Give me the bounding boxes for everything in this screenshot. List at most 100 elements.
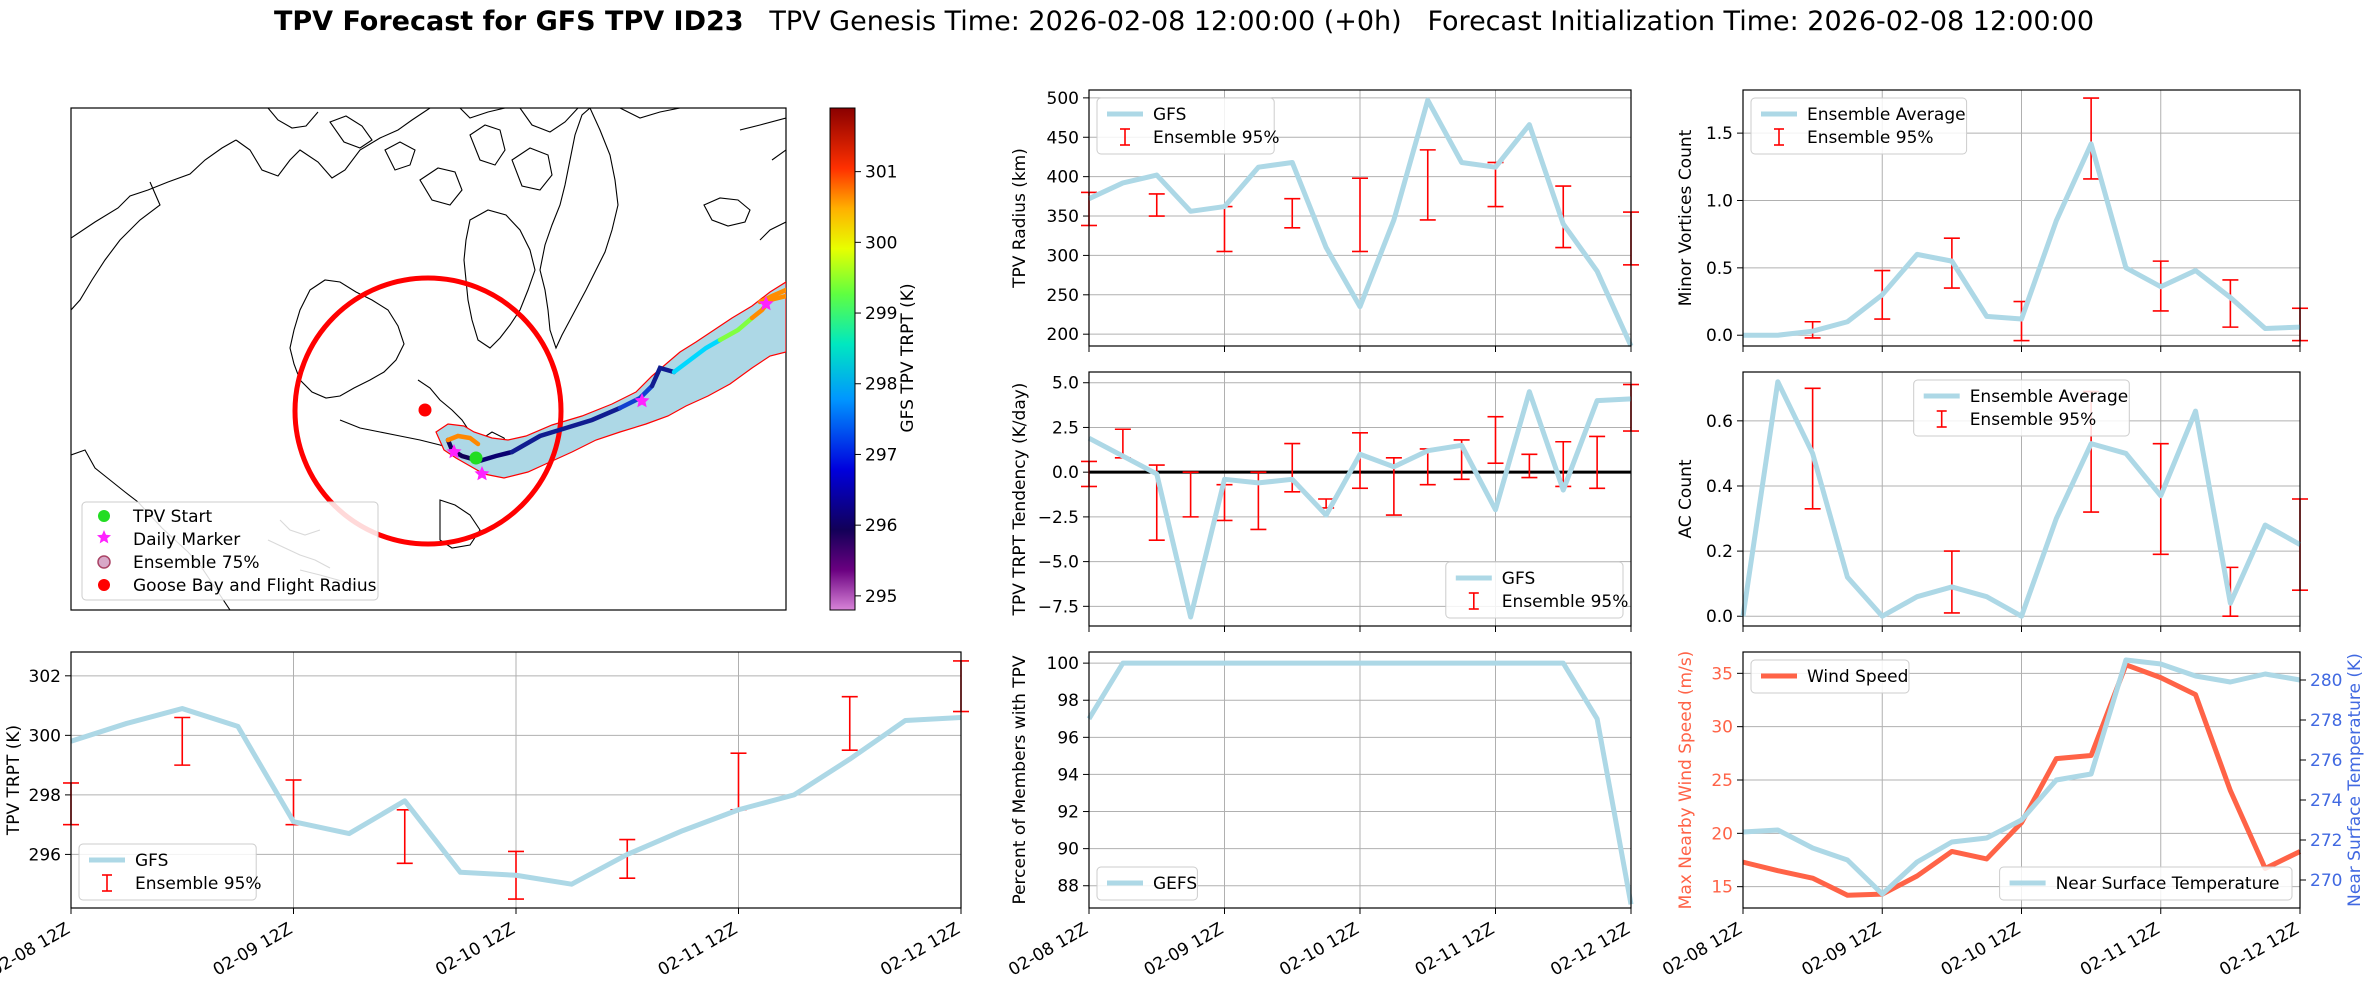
x-tick-label: 02-10 12Z: [1276, 919, 1362, 980]
legend-label: Wind Speed: [1807, 667, 1908, 687]
figure-title: TPV Forecast for GFS TPV ID23 TPV Genesi…: [0, 6, 2368, 42]
legend-label: GFS: [1502, 569, 1535, 589]
y-tick-label: 0.5: [1706, 259, 1733, 279]
y-tick-label: 30: [1711, 718, 1733, 738]
legend: GFS Ensemble 95%: [1445, 561, 1629, 619]
colorbar: 295 296 297 298 299 300 301 GFS TPV TRPT (K): [829, 107, 918, 611]
y-right-tick-label: 274: [2310, 791, 2342, 811]
legend-label: Near Surface Temperature: [2056, 874, 2280, 894]
y-tick-label: 200: [1047, 325, 1079, 345]
y-tick-label: 0.0: [1052, 463, 1079, 483]
colorbar-tick-label: 295: [865, 587, 897, 607]
colorbar-tick-label: 299: [865, 304, 897, 324]
y-tick-label: 25: [1711, 771, 1733, 791]
y-axis-label: TPV TRPT Tendency (K/day): [1010, 383, 1030, 617]
x-tick-label: 02-08 12Z: [1005, 919, 1091, 980]
legend-label: Ensemble 95%: [1153, 128, 1280, 148]
y-tick-label: 300: [29, 726, 61, 746]
chart-tendency: −7.5 −5.0 −2.5 0.0 2.5 5.0 TPV TRPT Tendency (…: [1010, 371, 1639, 632]
y-tick-label: 250: [1047, 286, 1079, 306]
tpv-start-marker: [469, 451, 483, 465]
x-tick-label: 02-11 12Z: [655, 919, 741, 980]
y-right-tick-label: 270: [2310, 871, 2342, 891]
colorbar-tick-label: 297: [865, 445, 897, 465]
y-tick-label: 98: [1057, 691, 1079, 711]
error-bar: [1352, 432, 1368, 490]
legend-label: GFS: [1153, 105, 1186, 125]
y-tick-label: 15: [1711, 878, 1733, 898]
y-right-tick-label: 278: [2310, 711, 2342, 731]
legend-daily-marker-star: [96, 530, 111, 544]
colorbar-gradient: [829, 107, 856, 611]
y-tick-label: 0.0: [1706, 607, 1733, 627]
legend: Near Surface Temperature: [1999, 866, 2293, 901]
error-bar: [1284, 442, 1301, 493]
y-tick-label: 20: [1711, 824, 1733, 844]
legend-ensemble-75-marker: [97, 555, 111, 569]
error-bar: [2222, 279, 2239, 328]
x-tick-label: 02-10 12Z: [1938, 919, 2024, 980]
y-tick-label: 92: [1057, 803, 1079, 823]
y-right-axis-label: Near Surface Temperature (K): [2345, 653, 2365, 907]
title-genesis-time: TPV Genesis Time: 2026-02-08 12:00:00 (+…: [769, 6, 1402, 37]
goose-bay-marker: [418, 403, 432, 417]
legend-label: Ensemble 95%: [135, 874, 262, 894]
y-tick-label: 1.5: [1706, 124, 1733, 144]
error-bar: [1487, 415, 1504, 465]
y-tick-label: 94: [1057, 765, 1079, 785]
plot-frame: [1742, 371, 2301, 627]
legend-label: Ensemble 95%: [1502, 592, 1629, 612]
legend-box: [1096, 866, 1198, 901]
y-tick-label: 302: [29, 667, 61, 687]
colorbar-tick-label: 300: [865, 233, 897, 253]
y-tick-label: 296: [29, 845, 61, 865]
daily-markers: [446, 296, 774, 481]
y-tick-label: 5.0: [1052, 374, 1079, 394]
chart-minor: 0.0 0.5 1.0 1.5 Minor Vortices Count Ensemble…: [1676, 89, 2308, 352]
legend-ensemble-75-label: Ensemble 75%: [133, 553, 260, 573]
chart-radius: 200 250 300 350 400 450 500 TPV Radius (km) GFS E…: [1010, 89, 1639, 352]
legend-box: [1750, 97, 1968, 155]
x-tick-label: 02-09 12Z: [1141, 919, 1227, 980]
colorbar-label: GFS TPV TRPT (K): [898, 283, 918, 432]
y-tick-label: 450: [1047, 128, 1079, 148]
error-bar: [841, 695, 858, 752]
chart-percent: 88 90 92 94 96 98 100 02-08 12Z 02-09 12Z 02-10 1…: [1005, 651, 1634, 980]
error-bar: [1943, 550, 1960, 614]
plot-frame: [1088, 371, 1632, 627]
error-bar: [1352, 177, 1368, 253]
legend-box: [1999, 866, 2293, 901]
plot-frame: [1088, 651, 1632, 909]
colorbar-ticks: 295 296 297 298 299 300 301: [855, 163, 897, 607]
y-axis-label: TPV Radius (km): [1010, 148, 1030, 289]
series-line-near-surface-temperature: [1742, 657, 2301, 897]
x-tick-label: 02-09 12Z: [210, 919, 296, 980]
flight-radius-circle: [292, 275, 564, 547]
y-tick-label: 96: [1057, 728, 1079, 748]
daily-marker-star: [474, 466, 490, 481]
colorbar-tick-label: 296: [865, 516, 897, 536]
legend-label: Ensemble 95%: [1807, 128, 1934, 148]
plot-frame: [1088, 89, 1632, 347]
y-tick-label: 88: [1057, 877, 1079, 897]
chart-wind_temp: 15 20 25 30 35 02-08 12Z 02-09 12Z 02-10 12Z 02-…: [1659, 651, 2365, 981]
legend-label: Ensemble 95%: [1970, 410, 2097, 430]
legend-box: [1750, 659, 1910, 694]
y-right-tick-label: 276: [2310, 751, 2342, 771]
x-tick-label: 02-08 12Z: [0, 919, 74, 980]
y-tick-label: 0.6: [1706, 412, 1733, 432]
y-tick-label: 298: [29, 786, 61, 806]
y-right-tick-label: 280: [2310, 671, 2342, 691]
y-axis-label: Minor Vortices Count: [1676, 129, 1696, 306]
y-tick-label: 2.5: [1052, 418, 1079, 438]
charts-layer: 200 250 300 350 400 450 500 TPV Radius (km) GFS E…: [0, 89, 2365, 981]
y-tick-label: −7.5: [1038, 597, 1079, 617]
y-tick-label: 300: [1047, 246, 1079, 266]
series-line-gfs: [1087, 97, 1634, 348]
colorbar-tick-label: 301: [865, 163, 897, 183]
legend: Wind Speed: [1750, 659, 1910, 694]
legend-label: GFS: [135, 851, 168, 871]
legend-label: GEFS: [1153, 874, 1197, 894]
